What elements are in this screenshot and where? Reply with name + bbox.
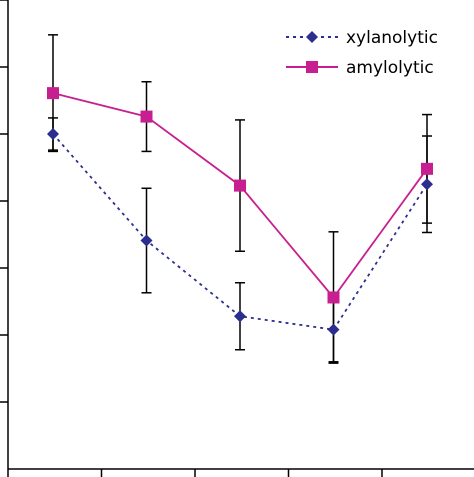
series-line-xylanolytic (52, 133, 428, 331)
legend-marker-xylanolytic (306, 31, 318, 43)
data-point-amylolytic (140, 110, 153, 123)
legend-marker-amylolytic (306, 61, 318, 73)
data-point-xylanolytic (327, 323, 340, 336)
series-markers (47, 87, 433, 336)
data-point-xylanolytic (140, 234, 153, 247)
data-point-amylolytic (421, 162, 433, 175)
legend: xylanolytic amylolytic (286, 28, 438, 78)
data-point-amylolytic (234, 179, 246, 192)
data-point-amylolytic (47, 87, 59, 100)
data-point-xylanolytic (47, 128, 59, 140)
data-point-amylolytic (327, 291, 340, 304)
data-point-xylanolytic (234, 310, 246, 323)
legend-label-amylolytic: amylolytic (346, 58, 434, 78)
legend-label-xylanolytic: xylanolytic (346, 28, 438, 48)
data-point-xylanolytic (421, 178, 433, 191)
